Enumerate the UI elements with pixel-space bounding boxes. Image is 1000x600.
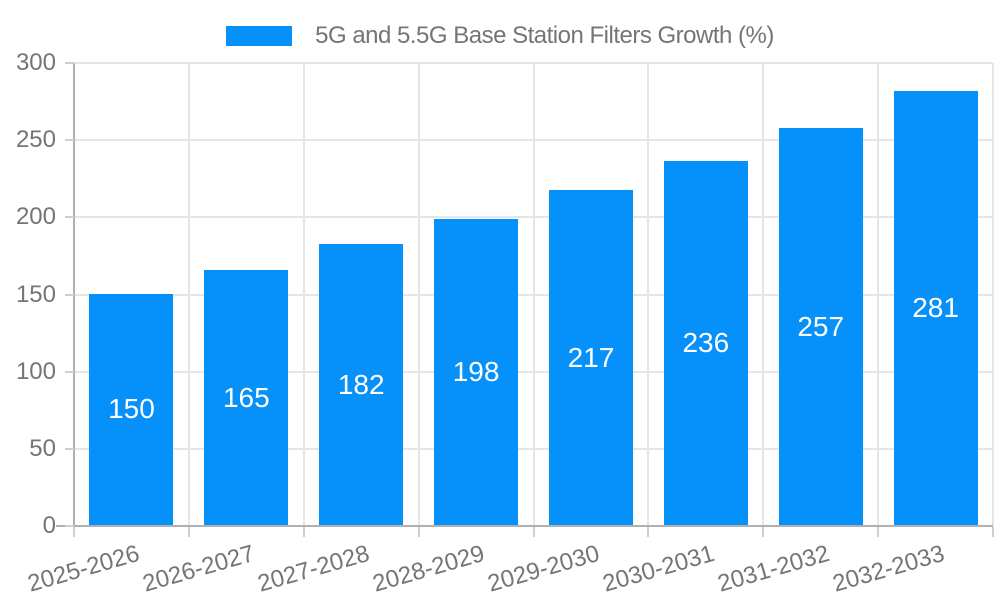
bar-value-label: 281 (912, 292, 959, 324)
bar-value-label: 236 (682, 326, 730, 358)
legend-swatch (226, 26, 293, 46)
bar[interactable]: 257 (778, 128, 863, 525)
v-gridline (762, 63, 765, 526)
bar-value-label: 182 (337, 368, 385, 400)
bar-value-label: 198 (452, 356, 500, 388)
plot-area: 0 50 100 150 200 250 300 2025-2026 2026-2027 2027… (16, 49, 994, 598)
legend-label: 5G and 5.5G Base Station Filters Growth … (315, 22, 774, 49)
y-tick-label: 300 (15, 49, 56, 76)
x-axis-tick (417, 527, 420, 537)
bar[interactable]: 150 (89, 293, 174, 525)
y-axis-tick (65, 525, 74, 527)
x-tick-label: 2026-2027 (139, 540, 258, 598)
x-axis-tick (992, 527, 994, 537)
x-axis-line (56, 525, 993, 527)
x-axis-tick (73, 527, 75, 537)
y-axis-line (73, 63, 75, 536)
y-axis-tick (65, 216, 74, 219)
bar[interactable]: 217 (548, 190, 633, 525)
x-axis-tick (532, 527, 535, 537)
v-gridline (877, 63, 880, 526)
x-axis-tick (187, 527, 190, 537)
y-tick-label: 150 (15, 280, 56, 308)
y-tick-label: 0 (42, 512, 56, 539)
y-axis-tick (65, 370, 74, 373)
x-tick-label: 2032-2033 (829, 540, 948, 598)
y-axis-tick (65, 62, 74, 64)
y-tick-label: 250 (15, 126, 56, 154)
bar-value-label: 165 (222, 381, 270, 413)
v-gridline (647, 63, 650, 526)
x-tick-label: 2027-2028 (254, 540, 373, 598)
x-axis-tick (302, 527, 305, 537)
bar-value-label: 150 (108, 393, 155, 425)
bar[interactable]: 198 (434, 219, 519, 525)
bar[interactable]: 236 (663, 160, 748, 525)
bar[interactable]: 182 (319, 244, 404, 525)
x-tick-label: 2031-2032 (714, 540, 833, 598)
bar-value-label: 257 (797, 310, 845, 342)
v-gridline (992, 63, 994, 526)
y-tick-label: 100 (15, 357, 56, 385)
y-tick-label: 50 (29, 434, 56, 462)
x-tick-label: 2028-2029 (369, 540, 488, 598)
v-gridline (417, 63, 420, 526)
bar-value-label: 217 (567, 341, 615, 373)
x-tick-label: 2029-2030 (484, 540, 603, 598)
bar[interactable]: 165 (204, 270, 289, 525)
y-axis-tick (65, 293, 74, 296)
v-gridline (187, 63, 190, 526)
x-axis-tick (762, 527, 765, 537)
legend[interactable]: 5G and 5.5G Base Station Filters Growth … (0, 22, 1000, 50)
x-axis-tick (647, 527, 650, 537)
v-gridline (532, 63, 535, 526)
y-tick-label: 200 (15, 203, 56, 231)
bar[interactable]: 281 (893, 91, 978, 525)
y-axis-tick (65, 447, 74, 450)
y-axis-tick (65, 139, 74, 142)
v-gridline (302, 63, 305, 526)
x-tick-label: 2025-2026 (25, 540, 143, 598)
x-tick-label: 2030-2031 (599, 540, 718, 598)
x-axis-tick (877, 527, 880, 537)
